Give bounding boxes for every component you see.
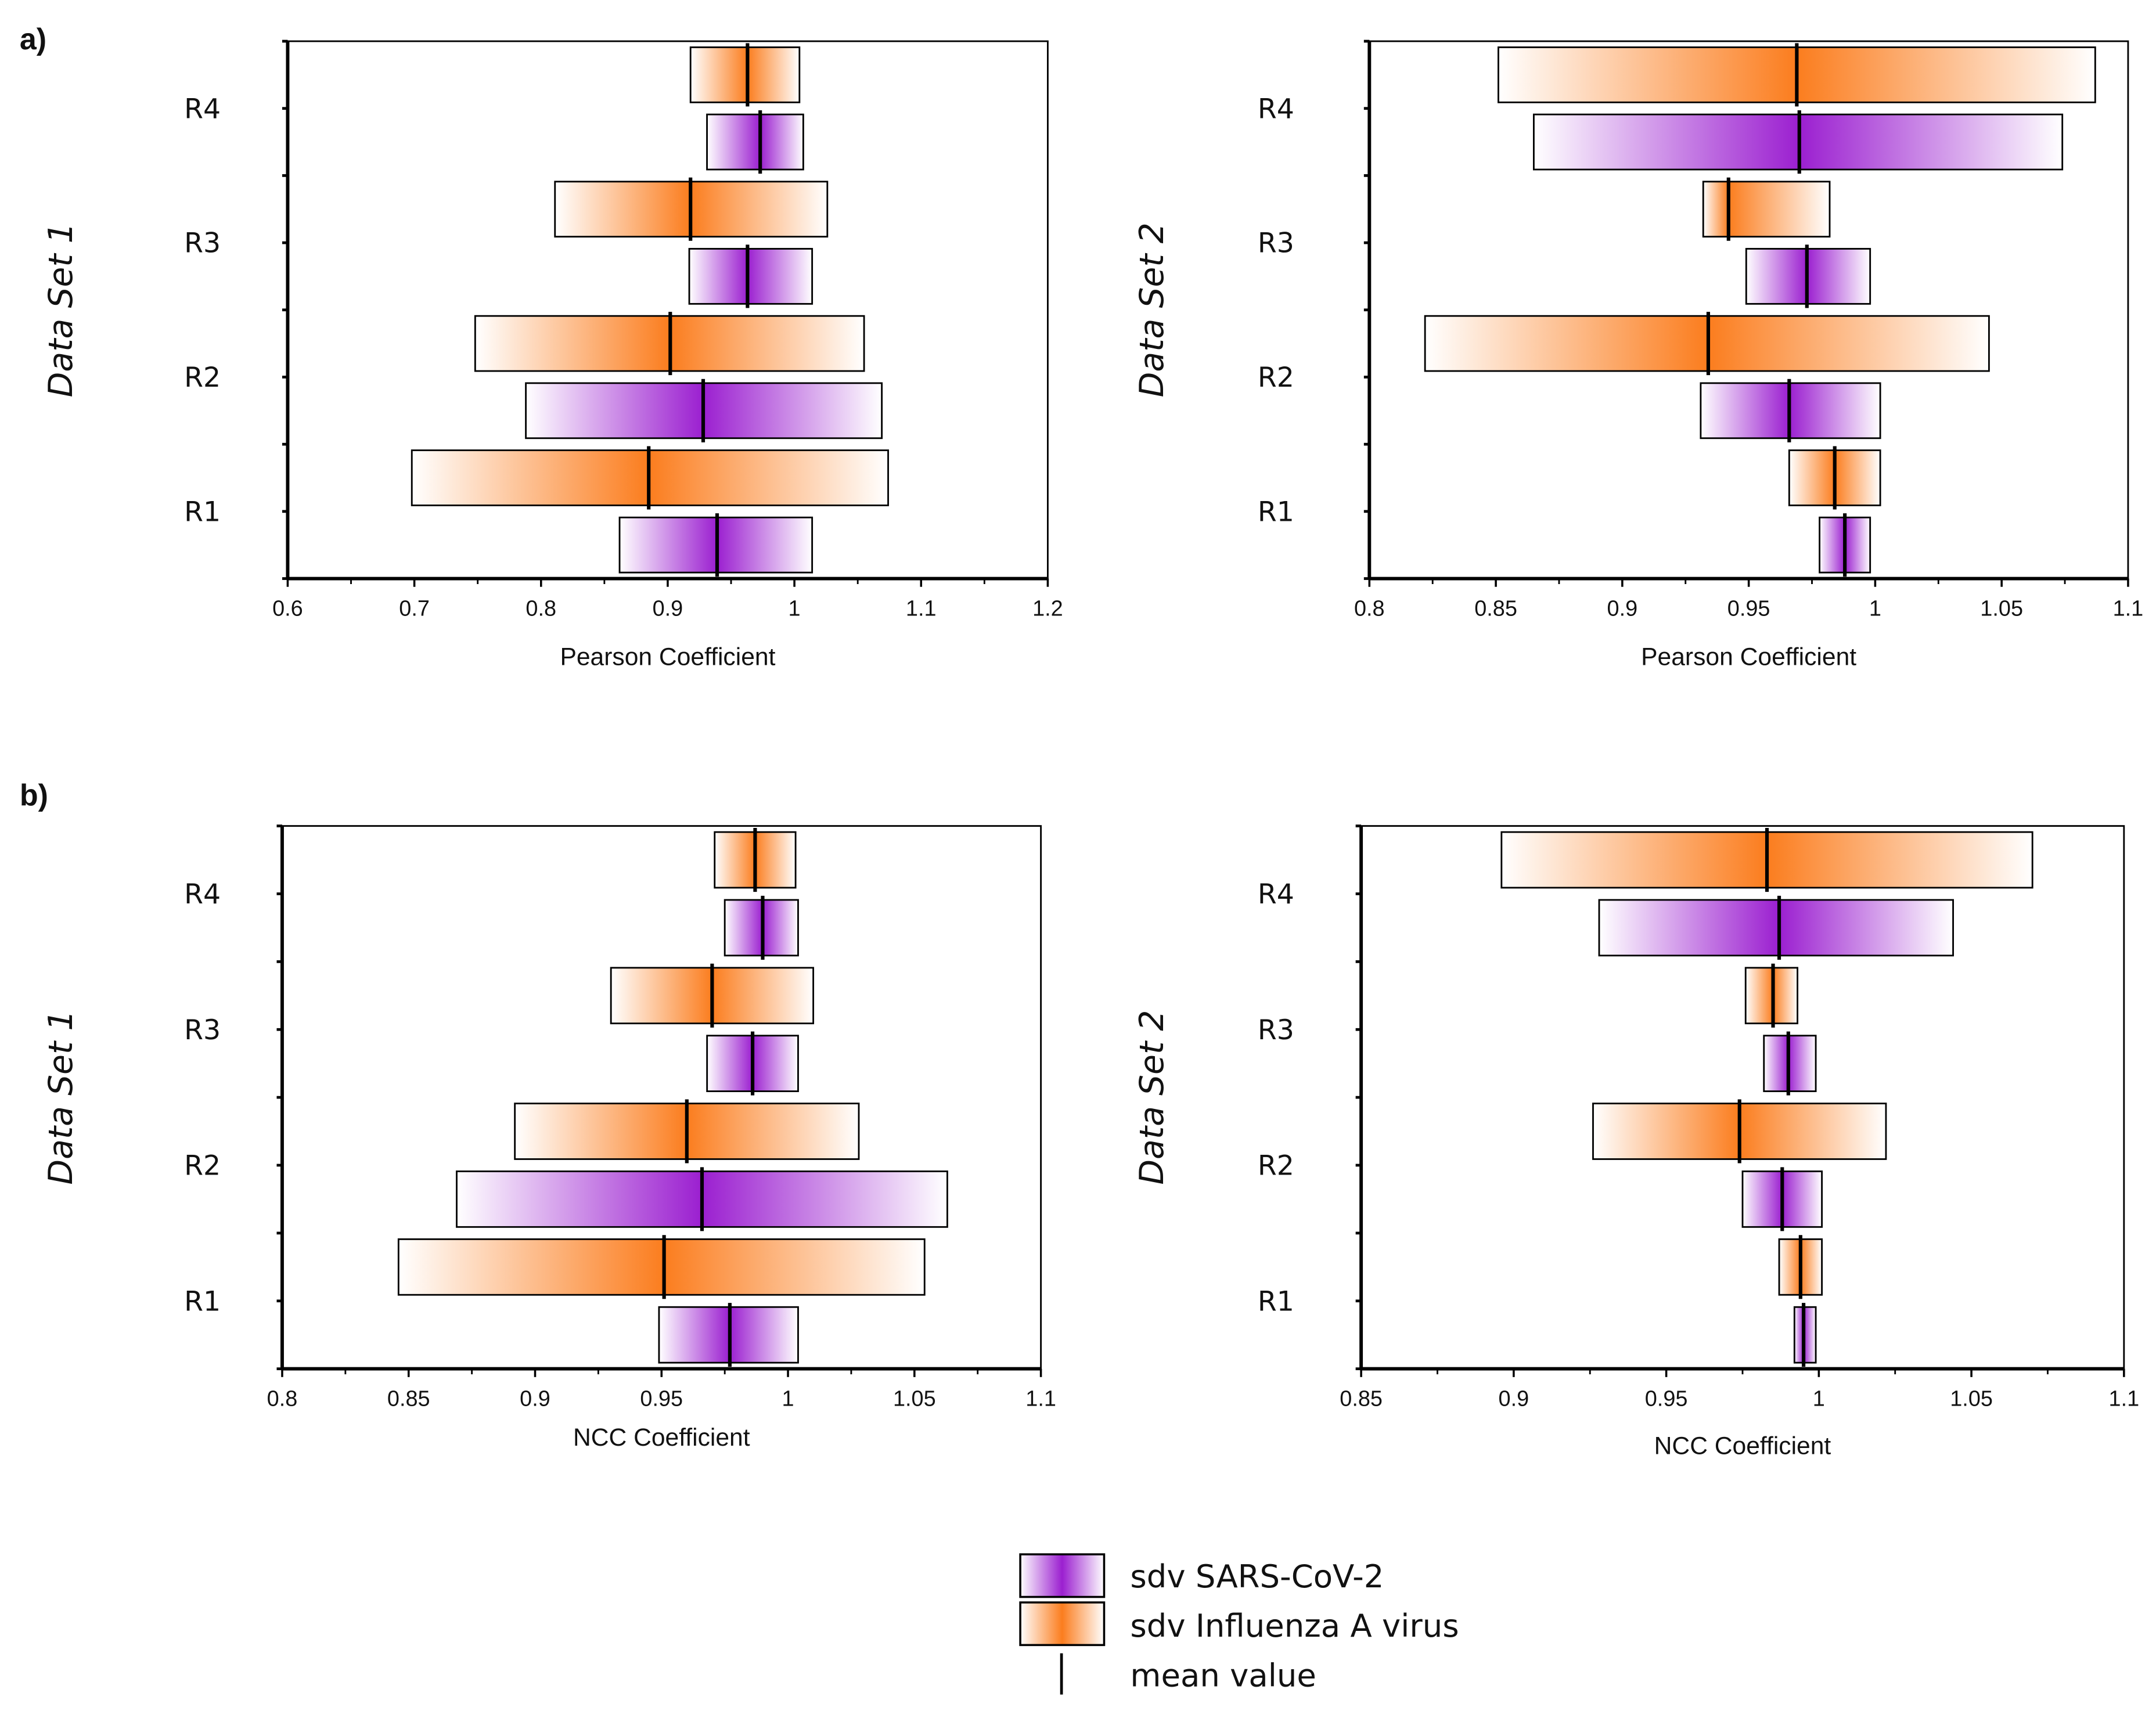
row-label-r4: R4 bbox=[184, 93, 221, 125]
x-tick-label: 0.9 bbox=[1499, 1387, 1529, 1411]
y-axis-title: Data Set 2 bbox=[1133, 1010, 1171, 1185]
x-tick-label: 0.85 bbox=[387, 1387, 430, 1411]
x-tick-label: 1 bbox=[782, 1387, 794, 1411]
x-tick-label: 1.2 bbox=[1032, 596, 1063, 621]
x-axis-title: Pearson Coefficient bbox=[1641, 643, 1856, 671]
x-tick-label: 1.05 bbox=[893, 1387, 936, 1411]
sdv-bar-flu-r4 bbox=[689, 46, 801, 103]
sdv-bar-sars-r3 bbox=[688, 248, 814, 305]
x-axis-title: NCC Coefficient bbox=[573, 1424, 750, 1451]
panel-label-a: a) bbox=[20, 23, 46, 56]
sdv-bar-sars-r4 bbox=[706, 113, 804, 171]
row-label-r1: R1 bbox=[1258, 1285, 1294, 1317]
row-label-r2: R2 bbox=[1258, 362, 1294, 394]
x-tick-label: 0.95 bbox=[1727, 596, 1770, 621]
legend-label-sars: sdv SARS-CoV-2 bbox=[1130, 1558, 1384, 1595]
x-tick-label: 0.8 bbox=[525, 596, 556, 621]
row-label-r1: R1 bbox=[1258, 496, 1294, 528]
row-label-r1: R1 bbox=[184, 496, 221, 528]
x-tick-label: 0.85 bbox=[1340, 1387, 1383, 1411]
x-tick-label: 1 bbox=[1869, 596, 1881, 621]
x-tick-label: 0.85 bbox=[1474, 596, 1517, 621]
row-label-r2: R2 bbox=[184, 362, 221, 394]
sdv-bar-flu-r1 bbox=[397, 1238, 926, 1296]
x-axis-title: Pearson Coefficient bbox=[560, 643, 775, 671]
sdv-bar-sars-r4 bbox=[1598, 899, 1954, 957]
x-tick-label: 1.1 bbox=[1025, 1387, 1056, 1411]
chart-panel-2: 0.8 0.85 0.9 0.95 1 1.05 1.1 NCC Coefficient Dat… bbox=[42, 824, 1056, 1451]
legend: sdv SARS-CoV-2 sdv Influenza A virus mea… bbox=[1019, 1553, 1459, 1695]
chart-panel-1: 0.8 0.85 0.9 0.95 1 1.05 1.1 Pearson Coefficien… bbox=[1133, 39, 2144, 671]
x-tick-label: 1 bbox=[789, 596, 801, 621]
x-tick-label: 0.6 bbox=[272, 596, 303, 621]
legend-label-mean: mean value bbox=[1130, 1656, 1316, 1694]
sdv-bar-flu-r3 bbox=[1702, 181, 1831, 238]
y-axis-title: Data Set 1 bbox=[42, 1010, 80, 1185]
x-tick-label: 0.9 bbox=[653, 596, 683, 621]
x-axis-title: NCC Coefficient bbox=[1654, 1432, 1831, 1460]
row-label-r1: R1 bbox=[184, 1285, 221, 1317]
row-label-r3: R3 bbox=[1258, 228, 1294, 260]
row-label-r4: R4 bbox=[1258, 93, 1294, 125]
row-label-r3: R3 bbox=[1258, 1014, 1294, 1046]
x-tick-label: 0.7 bbox=[399, 596, 430, 621]
x-tick-label: 1 bbox=[1813, 1387, 1825, 1411]
x-tick-label: 0.9 bbox=[520, 1387, 550, 1411]
row-label-r3: R3 bbox=[184, 228, 221, 260]
row-label-r4: R4 bbox=[1258, 878, 1294, 910]
x-tick-label: 1.05 bbox=[1950, 1387, 1993, 1411]
row-label-r4: R4 bbox=[184, 878, 221, 910]
x-tick-label: 0.95 bbox=[640, 1387, 683, 1411]
legend-label-flu: sdv Influenza A virus bbox=[1130, 1607, 1459, 1644]
y-axis-title: Data Set 1 bbox=[42, 222, 80, 397]
x-tick-label: 0.8 bbox=[1354, 596, 1385, 621]
x-tick-label: 0.95 bbox=[1645, 1387, 1688, 1411]
chart-panel-0: 0.6 0.7 0.8 0.9 1 1.1 1.2 Pearson Coefficient Da… bbox=[42, 39, 1063, 671]
row-label-r3: R3 bbox=[184, 1014, 221, 1046]
x-tick-label: 0.9 bbox=[1607, 596, 1638, 621]
y-axis-title: Data Set 2 bbox=[1133, 222, 1171, 397]
legend-swatch-flu bbox=[1019, 1601, 1106, 1647]
x-tick-label: 0.8 bbox=[267, 1387, 298, 1411]
row-label-r2: R2 bbox=[184, 1150, 221, 1182]
chart-panel-3: 0.85 0.9 0.95 1 1.05 1.1 NCC Coefficient Data S… bbox=[1133, 824, 2140, 1460]
x-tick-label: 1.1 bbox=[2109, 1387, 2140, 1411]
row-label-r2: R2 bbox=[1258, 1150, 1294, 1182]
x-tick-label: 1.1 bbox=[2113, 596, 2144, 621]
x-tick-label: 1.05 bbox=[1980, 596, 2023, 621]
legend-swatch-sars bbox=[1019, 1553, 1106, 1598]
x-tick-label: 1.1 bbox=[906, 596, 937, 621]
panel-label-b: b) bbox=[20, 779, 48, 812]
